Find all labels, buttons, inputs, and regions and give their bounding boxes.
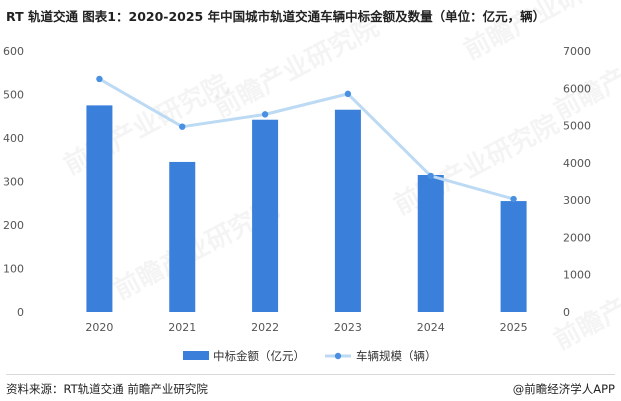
line-point-2023 bbox=[344, 90, 352, 98]
right-axis-ticks: 0 1000 2000 3000 4000 5000 6000 7000 bbox=[563, 45, 591, 319]
line-point-2025 bbox=[510, 195, 517, 203]
line-point-2022 bbox=[261, 111, 269, 118]
left-tick-label: 0 bbox=[17, 306, 24, 319]
right-tick-label: 2000 bbox=[563, 231, 591, 244]
right-tick-label: 7000 bbox=[563, 45, 591, 58]
right-tick-label: 6000 bbox=[563, 82, 591, 95]
watermark-text: 前瞻产业研究院 bbox=[549, 243, 621, 356]
watermark-text: 前瞻产业研究院 bbox=[549, 13, 621, 126]
watermark-text: 前瞻产业研究院 bbox=[459, 0, 621, 66]
right-tick-label: 3000 bbox=[563, 194, 591, 207]
line-series bbox=[96, 75, 517, 203]
right-tick-label: 5000 bbox=[563, 120, 591, 133]
legend-line-marker bbox=[334, 352, 342, 360]
legend-bar-swatch bbox=[183, 351, 209, 360]
left-tick-label: 100 bbox=[3, 263, 24, 276]
source-note: 资料来源：RT轨道交通 前瞻产业研究院 bbox=[6, 382, 208, 396]
chart-legend: 中标金额（亿元） 车辆规模（辆） bbox=[183, 349, 437, 363]
left-tick-label: 400 bbox=[3, 132, 24, 145]
legend-bar-label: 中标金额（亿元） bbox=[213, 349, 305, 363]
right-tick-label: 4000 bbox=[563, 157, 591, 170]
bar-2025 bbox=[500, 201, 527, 312]
brand-credit: @前瞻经济学人APP bbox=[512, 382, 615, 396]
bar-2024 bbox=[417, 174, 444, 312]
legend-line-label: 车辆规模（辆） bbox=[356, 349, 437, 363]
x-axis-ticks: 2020 2021 2022 2023 2024 2025 bbox=[85, 321, 527, 334]
left-tick-label: 500 bbox=[3, 89, 24, 102]
left-tick-label: 300 bbox=[3, 176, 24, 189]
left-axis-ticks: 0 100 200 300 400 500 600 bbox=[3, 45, 24, 319]
x-tick-label: 2021 bbox=[168, 321, 196, 334]
line-point-2021 bbox=[179, 123, 186, 130]
left-tick-label: 600 bbox=[3, 45, 24, 58]
x-tick-label: 2022 bbox=[251, 321, 279, 334]
right-tick-label: 1000 bbox=[563, 269, 591, 282]
bar-2022 bbox=[252, 119, 279, 312]
line-point-2020 bbox=[96, 75, 103, 83]
line-point-2024 bbox=[427, 172, 434, 180]
watermark-text: 前瞻产业研究院 bbox=[59, 68, 234, 181]
x-tick-label: 2020 bbox=[85, 321, 113, 334]
x-tick-label: 2024 bbox=[417, 321, 445, 334]
bar-2021 bbox=[169, 161, 196, 312]
footer-divider bbox=[6, 374, 615, 375]
left-tick-label: 200 bbox=[3, 219, 24, 232]
right-tick-label: 0 bbox=[563, 306, 570, 319]
bar-2020 bbox=[86, 105, 113, 312]
x-tick-label: 2023 bbox=[334, 321, 362, 334]
watermark-text: 前瞻产业研究院 bbox=[389, 108, 564, 221]
chart-title: RT 轨道交通 图表1：2020-2025 年中国城市轨道交通车辆中标金额及数量… bbox=[6, 9, 546, 24]
bar-series bbox=[86, 105, 527, 312]
bar-2023 bbox=[334, 109, 361, 312]
line-path bbox=[98, 77, 514, 201]
x-tick-label: 2025 bbox=[500, 321, 528, 334]
